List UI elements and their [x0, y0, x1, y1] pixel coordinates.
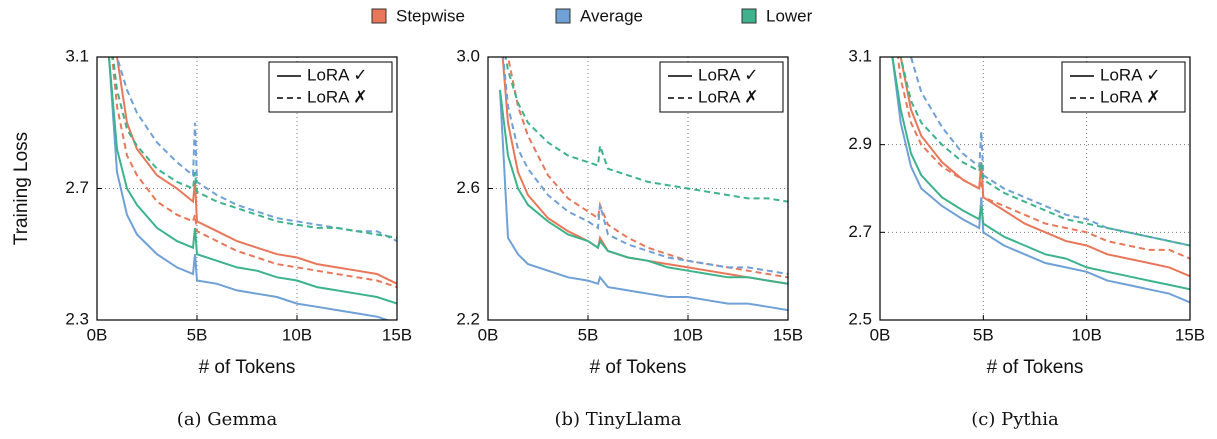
series-line	[899, 57, 1190, 247]
plot-lines	[108, 57, 397, 320]
y-tick-label: 2.6	[456, 178, 480, 197]
x-tick-label: 0B	[87, 325, 108, 344]
legend-label: Average	[580, 6, 643, 25]
x-axis-label: # of Tokens	[199, 357, 296, 378]
x-tick-label: 0B	[478, 325, 499, 344]
caption: (b) TinyLlama	[554, 409, 681, 430]
series-line	[108, 57, 397, 305]
x-tick-label: 10B	[282, 325, 312, 344]
y-tick-label: 2.7	[848, 222, 872, 241]
legend-swatch	[741, 8, 757, 24]
style-legend-box	[659, 61, 784, 113]
x-tick-label: 5B	[578, 325, 599, 344]
series-line	[891, 57, 1190, 291]
series-line	[499, 89, 788, 285]
style-legend-label: LoRA ✗	[307, 87, 368, 106]
y-tick-label: 3.0	[456, 46, 480, 65]
x-tick-label: 5B	[187, 325, 208, 344]
style-legend-label: LoRA ✗	[1100, 87, 1161, 106]
y-tick-label: 2.7	[65, 178, 89, 197]
series-line	[499, 89, 788, 312]
style-legend-box	[1061, 61, 1186, 113]
x-tick-label: 15B	[382, 325, 412, 344]
y-axis-label: Training Loss	[11, 132, 32, 245]
y-tick-label: 2.2	[456, 309, 480, 328]
plot-frame	[96, 56, 398, 321]
y-tick-label: 2.3	[65, 309, 89, 328]
x-tick-label: 10B	[673, 325, 703, 344]
series-line	[502, 57, 788, 275]
y-tick-label: 3.1	[848, 46, 872, 65]
plot-lines	[891, 57, 1190, 304]
series-line	[111, 57, 397, 239]
series-line	[504, 57, 788, 203]
series-line	[111, 57, 397, 289]
caption: (a) Gemma	[177, 409, 278, 430]
series-line	[896, 57, 1190, 260]
legend-swatch	[555, 8, 571, 24]
x-tick-label: 10B	[1072, 325, 1102, 344]
legend-label: Lower	[766, 6, 813, 25]
style-legend-box	[268, 61, 393, 113]
series-line	[108, 57, 391, 320]
style-legend-label: LoRA ✗	[698, 87, 759, 106]
series-line	[115, 57, 397, 242]
plot-lines	[499, 57, 788, 312]
legend-label: Stepwise	[396, 6, 465, 25]
series-line	[899, 57, 1190, 278]
plot-frame	[487, 56, 789, 321]
x-tick-label: 15B	[1175, 325, 1205, 344]
x-axis-label: # of Tokens	[590, 357, 687, 378]
plot-frame	[879, 56, 1191, 321]
x-axis-label: # of Tokens	[987, 357, 1084, 378]
x-tick-label: 0B	[870, 325, 891, 344]
series-line	[891, 57, 1190, 304]
series-line	[909, 57, 1190, 247]
y-tick-label: 3.1	[65, 46, 89, 65]
x-tick-label: 5B	[973, 325, 994, 344]
style-legend-label: LoRA ✓	[698, 65, 759, 84]
legend-swatch	[371, 8, 387, 24]
y-tick-label: 2.5	[848, 309, 872, 328]
caption: (c) Pythia	[971, 409, 1059, 430]
x-tick-label: 15B	[773, 325, 803, 344]
series-line	[115, 57, 397, 285]
style-legend-label: LoRA ✓	[307, 65, 368, 84]
y-tick-label: 2.9	[848, 134, 872, 153]
style-legend-label: LoRA ✓	[1100, 65, 1161, 84]
